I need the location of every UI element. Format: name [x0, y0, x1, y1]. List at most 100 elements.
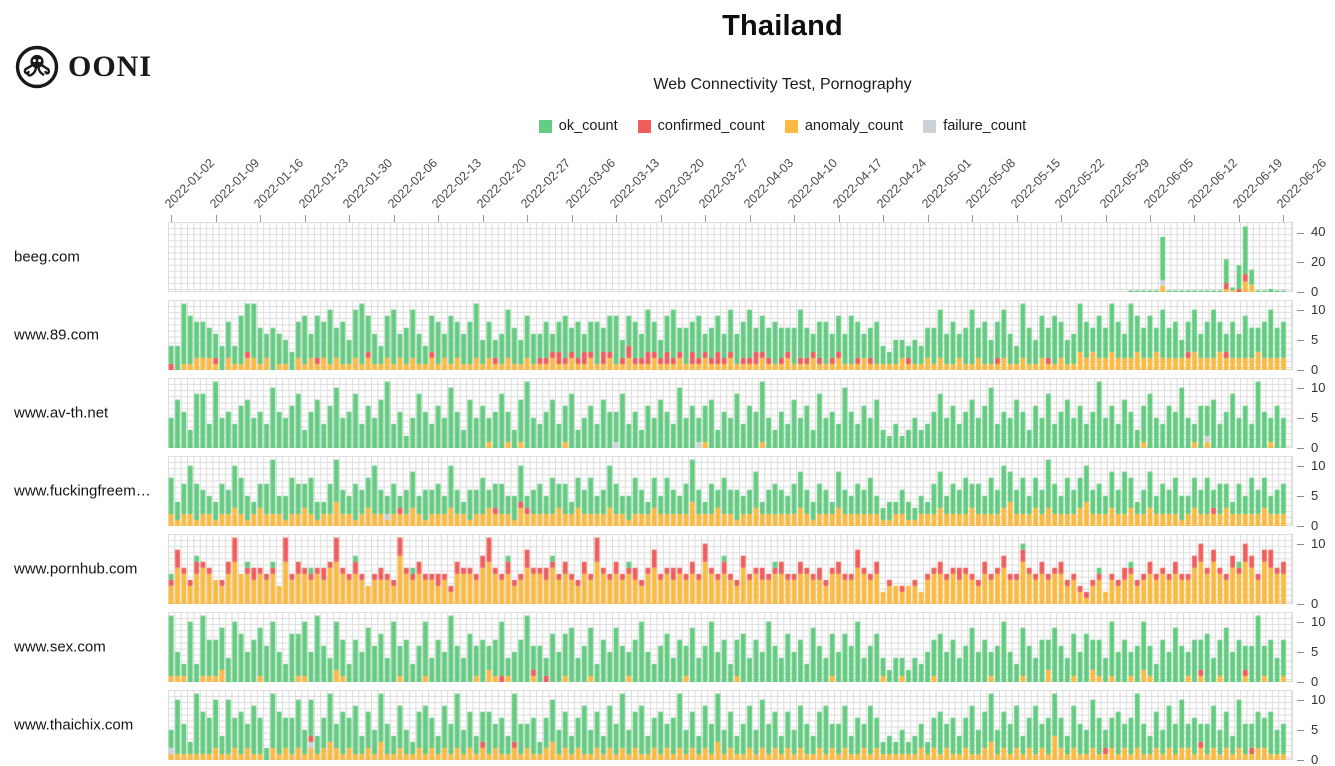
y-axis: 0 5 10: [1293, 690, 1335, 766]
y-tick-label: 0: [1297, 596, 1318, 612]
y-tick-mark: [1297, 339, 1304, 341]
confirmed-swatch: [637, 119, 651, 133]
site-row-beeg.com: beeg.com 0 20 40: [14, 222, 1325, 299]
y-tick-label: 0: [1297, 362, 1318, 378]
y-tick-label: 0: [1297, 674, 1318, 690]
x-tick-mark: [1283, 215, 1285, 222]
legend-item-failure: failure_count: [923, 118, 1026, 134]
x-tick-mark: [304, 215, 306, 222]
site-plot: [168, 690, 1293, 760]
site-label: www.av-th.net: [14, 404, 109, 422]
y-tick-mark: [1297, 760, 1304, 762]
y-tick-label: 5: [1297, 722, 1318, 738]
x-tick-mark: [1105, 215, 1107, 222]
x-axis-dates: 2022-01-02 2022-01-09 2022-01-16 2022-01-23…: [162, 148, 1330, 222]
site-row-www.pornhub.com: www.pornhub.com 0 10: [14, 534, 1325, 611]
x-tick-mark: [749, 215, 751, 222]
x-tick-mark: [883, 215, 885, 222]
x-tick-mark: [616, 215, 618, 222]
anomaly-swatch: [784, 119, 798, 133]
y-tick-mark: [1297, 621, 1304, 623]
x-tick-mark: [571, 215, 573, 222]
site-plot: [168, 612, 1293, 682]
site-label: www.89.com: [14, 326, 100, 344]
y-tick-mark: [1297, 729, 1304, 731]
site-plot: [168, 378, 1293, 448]
legend-item-ok: ok_count: [538, 118, 618, 134]
x-tick-mark: [660, 215, 662, 222]
x-tick-mark: [1194, 215, 1196, 222]
bars-canvas[interactable]: [168, 456, 1293, 526]
legend-item-anomaly: anomaly_count: [784, 118, 904, 134]
y-axis: 0 20 40: [1293, 222, 1335, 299]
y-tick-mark: [1297, 465, 1304, 467]
y-tick-mark: [1297, 262, 1304, 264]
site-label: www.fuckingfreem…: [14, 482, 150, 500]
y-tick-mark: [1297, 682, 1304, 684]
x-tick-mark: [972, 215, 974, 222]
y-tick-label: 5: [1297, 644, 1318, 660]
y-tick-label: 10: [1297, 692, 1325, 708]
bars-canvas[interactable]: [168, 534, 1293, 604]
y-tick-mark: [1297, 495, 1304, 497]
x-tick-mark: [1149, 215, 1151, 222]
site-plot: [168, 534, 1293, 604]
y-axis: 0 10: [1293, 534, 1335, 611]
y-tick-mark: [1297, 543, 1304, 545]
page-subtitle: Web Connectivity Test, Pornography: [653, 76, 912, 93]
ooni-octopus-icon: [15, 45, 59, 89]
x-tick-mark: [215, 215, 217, 222]
y-tick-mark: [1297, 651, 1304, 653]
site-label: www.sex.com: [14, 638, 106, 656]
site-row-www.thaichix.com: www.thaichix.com 0 5 10: [14, 690, 1325, 766]
y-tick-label: 10: [1297, 458, 1325, 474]
y-tick-label: 5: [1297, 410, 1318, 426]
y-tick-mark: [1297, 370, 1304, 372]
site-plot: [168, 456, 1293, 526]
failure-swatch: [923, 119, 937, 133]
y-tick-mark: [1297, 387, 1304, 389]
legend-label: confirmed_count: [657, 118, 765, 134]
site-plot: [168, 222, 1293, 292]
y-tick-label: 10: [1297, 614, 1325, 630]
y-tick-mark: [1297, 699, 1304, 701]
site-label: beeg.com: [14, 248, 80, 266]
header: Thailand: [230, 10, 1335, 43]
y-axis: 0 5 10: [1293, 456, 1335, 533]
x-tick-mark: [349, 215, 351, 222]
bars-canvas[interactable]: [168, 690, 1293, 760]
x-tick-mark: [927, 215, 929, 222]
y-tick-label: 5: [1297, 332, 1318, 348]
site-row-www.89.com: www.89.com 0 5 10: [14, 300, 1325, 377]
bars-canvas[interactable]: [168, 378, 1293, 448]
chart-grid: beeg.com 0 20 40 www.89.com 0 5 10 www.av-th…: [14, 222, 1325, 766]
y-tick-mark: [1297, 232, 1304, 234]
x-tick-mark: [794, 215, 796, 222]
y-tick-mark: [1297, 417, 1304, 419]
x-tick-mark: [482, 215, 484, 222]
site-label: www.pornhub.com: [14, 560, 138, 578]
x-tick-mark: [705, 215, 707, 222]
y-tick-mark: [1297, 448, 1304, 450]
y-tick-label: 10: [1297, 536, 1325, 552]
y-axis: 0 5 10: [1293, 612, 1335, 689]
y-tick-label: 40: [1297, 224, 1325, 240]
y-tick-label: 0: [1297, 752, 1318, 766]
y-tick-mark: [1297, 309, 1304, 311]
ooni-logo-text: OONI: [68, 50, 153, 83]
bars-canvas[interactable]: [168, 300, 1293, 370]
x-tick-mark: [438, 215, 440, 222]
site-row-www.fuckingfreem: www.fuckingfreem… 0 5 10: [14, 456, 1325, 533]
x-tick-mark: [1016, 215, 1018, 222]
legend: ok_count confirmed_count anomaly_count f…: [230, 118, 1335, 134]
legend-label: anomaly_count: [804, 118, 904, 134]
site-row-www.av-th.net: www.av-th.net 0 5 10: [14, 378, 1325, 455]
bars-canvas[interactable]: [168, 612, 1293, 682]
y-tick-mark: [1297, 604, 1304, 606]
site-plot: [168, 300, 1293, 370]
legend-item-confirmed: confirmed_count: [637, 118, 765, 134]
legend-label: failure_count: [943, 118, 1027, 134]
x-tick-mark: [260, 215, 262, 222]
bars-canvas[interactable]: [168, 222, 1293, 292]
